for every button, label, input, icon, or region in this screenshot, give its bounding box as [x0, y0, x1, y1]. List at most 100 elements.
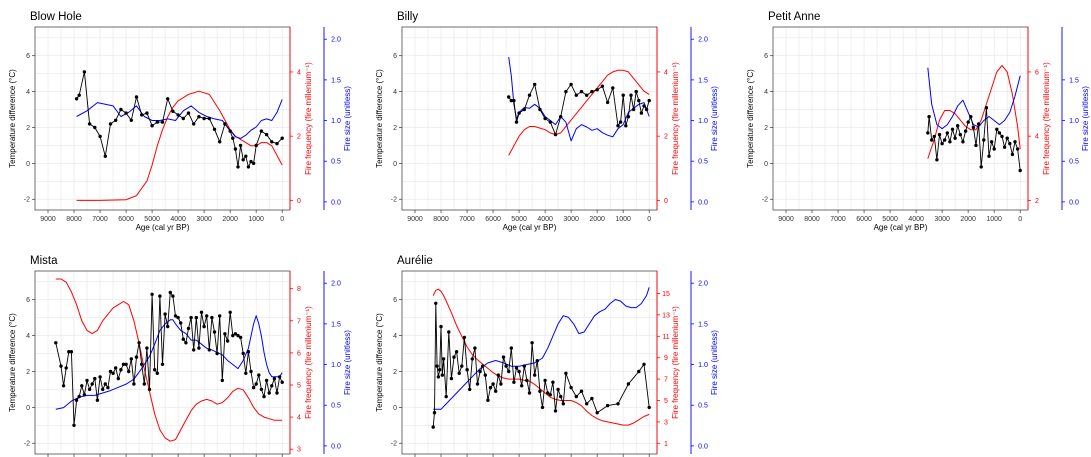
y2-tick-label: 4	[297, 415, 301, 422]
temperature-point	[202, 324, 206, 329]
temperature-point	[488, 385, 493, 390]
y3-axis-title: Fire size (unitless)	[343, 86, 352, 151]
y-tick-label: 4	[26, 89, 30, 96]
temperature-point	[470, 357, 474, 361]
temperature-point	[984, 106, 989, 110]
temperature-point	[535, 359, 539, 363]
y2-tick-label: 15	[662, 291, 670, 298]
temperature-point	[512, 380, 516, 384]
temperature-point	[956, 124, 960, 128]
temperature-point	[111, 371, 115, 375]
temperature-point	[574, 394, 578, 399]
temperature-point	[176, 113, 180, 117]
temperature-point	[533, 373, 537, 377]
y3-tick-label: 2.0	[331, 37, 341, 44]
plot-frame	[34, 26, 291, 211]
y3-tick-label: 0.0	[1069, 199, 1079, 206]
temperature-point	[98, 134, 102, 139]
y-tick-label: -2	[24, 441, 30, 448]
y3-tick-label: 0.0	[698, 443, 708, 450]
temperature-point	[153, 368, 157, 372]
x-tick-label: 0	[280, 216, 284, 223]
x-tick-label: 9000	[40, 216, 56, 223]
temperature-point	[950, 127, 955, 131]
temperature-point	[556, 387, 560, 392]
y-axis-title: Temperature difference (°C)	[8, 69, 17, 168]
temperature-point	[54, 341, 58, 345]
temperature-point	[440, 373, 444, 377]
y-tick-label: 0	[26, 405, 30, 412]
temperature-point	[223, 332, 227, 336]
gridlines	[402, 27, 657, 210]
temperature-point	[108, 122, 113, 126]
temperature-point	[501, 355, 506, 359]
y2-tick-label: 4	[297, 69, 301, 76]
temperature-point	[236, 165, 240, 169]
temperature-point	[145, 346, 149, 350]
panel-title: Billy	[397, 11, 418, 23]
temperature-point	[106, 385, 110, 390]
temperature-point	[943, 138, 947, 142]
temperature-point	[249, 159, 253, 164]
y3-tick-label: 1.0	[331, 362, 341, 369]
gridlines	[402, 271, 657, 454]
y2-tick-label: 7	[297, 318, 301, 325]
x-tick-label: 7000	[92, 216, 108, 223]
y2-tick-label: 5	[664, 398, 668, 405]
temperature-point	[932, 134, 936, 139]
temperature-point	[238, 143, 243, 148]
x-tick-label: 3000	[934, 216, 950, 223]
x-tick-label: 1000	[248, 216, 264, 223]
temperature-point	[548, 120, 552, 124]
temperature-point	[231, 333, 235, 338]
temperature-point	[166, 97, 170, 101]
temperature-point	[639, 111, 644, 115]
x-tick-label: 4000	[170, 216, 186, 223]
temperature-point	[997, 131, 1002, 135]
temperature-point	[514, 120, 519, 124]
temperature-point	[530, 341, 534, 345]
temperature-point	[257, 373, 261, 377]
y-tick-label: 0	[26, 161, 30, 168]
temperature-point	[264, 132, 269, 137]
temperature-point	[145, 111, 149, 115]
fire-size-line	[927, 67, 1021, 130]
fire-size-line	[508, 57, 650, 142]
temperature-point	[579, 389, 584, 393]
temperature-point	[616, 402, 620, 406]
y3-tick-label: 1.5	[331, 321, 341, 328]
temperature-point	[173, 314, 178, 318]
temperature-point	[74, 97, 79, 101]
temperature-point	[129, 118, 133, 123]
temperature-point	[579, 89, 584, 94]
temperature-point	[966, 120, 970, 124]
x-axis-title: Age (cal yr BP)	[874, 223, 928, 232]
temperature-point	[270, 140, 274, 144]
temperature-point	[478, 369, 482, 374]
temperature-point	[626, 115, 631, 119]
y-tick-label: 2	[26, 125, 30, 132]
y3-axis-title: Fire size (unitless)	[1081, 86, 1090, 151]
y2-tick-label: 4	[1035, 134, 1039, 141]
temperature-point	[522, 364, 526, 368]
x-tick-label: 5000	[882, 216, 898, 223]
temperature-point	[637, 369, 641, 374]
temperature-point	[481, 364, 485, 368]
temperature-point	[930, 138, 934, 142]
temperature-point	[538, 389, 542, 393]
temperature-point	[527, 93, 532, 97]
temperature-point	[186, 111, 191, 115]
temperature-point	[987, 154, 991, 158]
temperature-point	[460, 364, 464, 368]
y3-tick-label: 0.5	[331, 403, 341, 410]
temperature-point	[246, 350, 251, 354]
temperature-point	[264, 378, 269, 383]
x-tick-label: 0	[647, 216, 651, 223]
temperature-point	[132, 382, 136, 386]
temperature-point	[595, 88, 599, 92]
temperature-point	[561, 402, 565, 406]
temperature-point	[218, 314, 222, 318]
gridlines	[35, 27, 290, 210]
temperature-point	[979, 165, 983, 169]
